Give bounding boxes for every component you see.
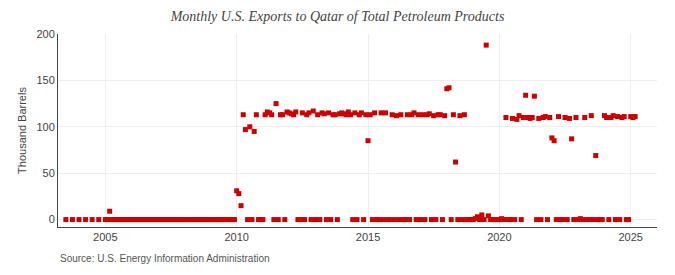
svg-text:100: 100: [36, 121, 54, 133]
svg-text:2025: 2025: [618, 231, 642, 243]
svg-text:50: 50: [43, 167, 55, 179]
svg-text:Thousand Barrels: Thousand Barrels: [16, 87, 28, 174]
svg-text:Source: U.S. Energy Informatio: Source: U.S. Energy Information Administ…: [60, 253, 270, 264]
svg-text:150: 150: [36, 74, 54, 86]
svg-text:2005: 2005: [93, 231, 117, 243]
svg-text:2020: 2020: [487, 231, 511, 243]
svg-text:200: 200: [36, 28, 54, 40]
svg-text:Monthly U.S. Exports to Qatar: Monthly U.S. Exports to Qatar of Total P…: [170, 9, 505, 24]
svg-text:2010: 2010: [224, 231, 248, 243]
svg-text:2015: 2015: [356, 231, 380, 243]
svg-text:0: 0: [49, 213, 55, 225]
